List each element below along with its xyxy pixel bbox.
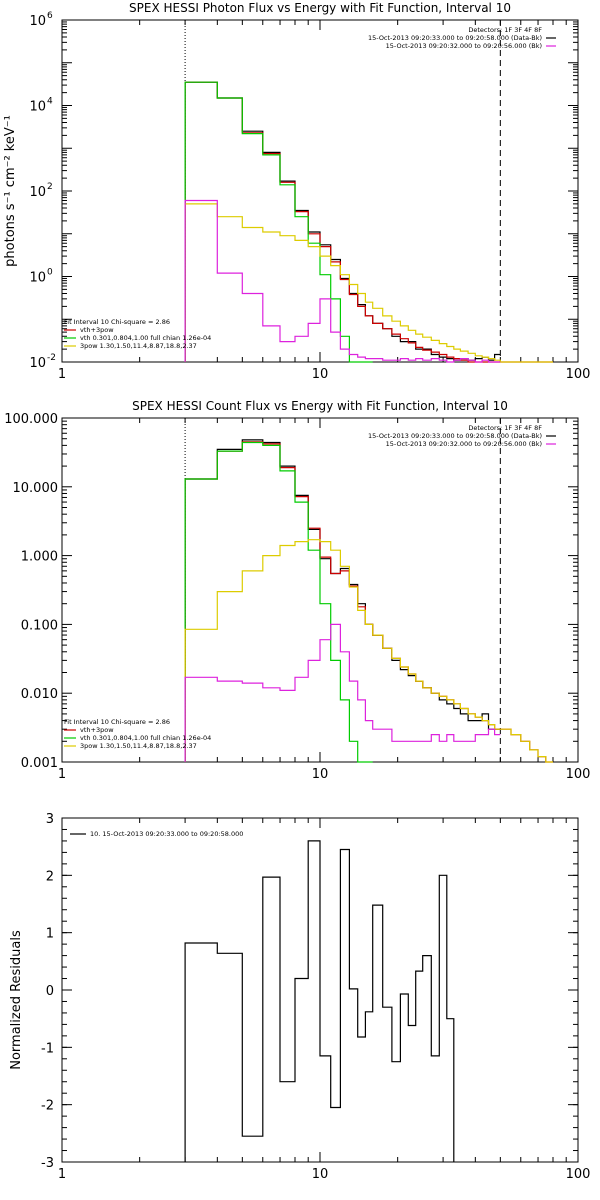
y-tick-label: 10 <box>29 271 46 286</box>
y-tick-label: 2 <box>46 869 54 884</box>
series-data-bk <box>184 439 501 762</box>
legend-entry: vth 0.301,0.804,1.00 full chian 1.26e-04 <box>80 734 211 742</box>
series-series <box>184 840 455 1162</box>
x-tick-label: 1 <box>58 767 66 782</box>
x-tick-label: 10 <box>312 1167 329 1182</box>
x-tick-label: 100 <box>566 1167 591 1182</box>
legend-entry: 15-Oct-2013 09:20:33.000 to 09:20:58.000… <box>368 432 542 440</box>
series-3pow <box>184 203 553 363</box>
y-tick-label: 10 <box>29 185 46 200</box>
y-tick-label: -1 <box>41 1041 54 1056</box>
panel-title: SPEX HESSI Photon Flux vs Energy with Fi… <box>129 1 511 15</box>
residuals-panel: Normalized Residuals 1 10 100 -3 -2 -1 0 1 2 3 10.… <box>9 812 590 1182</box>
legend-entry: 10. 15-Oct-2013 09:20:33.000 to 09:20:58… <box>90 830 243 838</box>
y-tick-label: 10 <box>29 356 46 371</box>
legend-entry: Fit Interval 10 Chi-square = 2.86 <box>64 718 170 726</box>
y-tick-label: -3 <box>41 1156 54 1171</box>
x-tick-label: 100 <box>566 367 591 382</box>
y-axis-label: Normalized Residuals <box>9 930 24 1070</box>
x-tick-label: 10 <box>312 767 329 782</box>
legend-entry: Detectors: 1F 3F 4F 8F <box>468 424 542 432</box>
y-tick-exponent: 4 <box>47 97 53 107</box>
legend-entry: 15-Oct-2013 09:20:32.000 to 09:20:56.000… <box>386 42 542 50</box>
y-tick-exponent: 6 <box>47 11 53 21</box>
legend-entry: 3pow 1.30,1.50,11.4,8.87,18.8,2.37 <box>80 342 197 350</box>
series-3pow <box>184 539 553 763</box>
x-tick-label: 1 <box>58 367 66 382</box>
series-vth-3pow <box>184 441 553 763</box>
y-tick-label: 10.000 <box>13 481 59 496</box>
y-tick-label: 10 <box>29 14 46 29</box>
y-tick-exponent: -2 <box>47 353 56 363</box>
y-tick-exponent: 2 <box>47 182 53 192</box>
y-tick-exponent: 0 <box>47 268 53 278</box>
legend-entry: 3pow 1.30,1.50,11.4,8.87,18.8,2.37 <box>80 742 197 750</box>
y-tick-label: 0 <box>46 984 54 999</box>
x-tick-label: 1 <box>58 1167 66 1182</box>
series-bk <box>184 199 501 363</box>
legend-entry: Detectors: 1F 3F 4F 8F <box>468 26 542 34</box>
y-tick-label: 100.000 <box>4 412 58 427</box>
y-axis-label: photons s⁻¹ cm⁻² keV⁻¹ <box>3 115 18 267</box>
series-bk <box>184 623 501 762</box>
count-flux-panel: SPEX HESSI Count Flux vs Energy with Fit… <box>4 399 590 782</box>
series-vth-3pow <box>184 81 553 363</box>
legend-entry: Fit Interval 10 Chi-square = 2.86 <box>64 318 170 326</box>
legend-entry: 15-Oct-2013 09:20:33.000 to 09:20:58.000… <box>368 34 542 42</box>
legend-entry: vth+3pow <box>80 726 114 734</box>
panel-title: SPEX HESSI Count Flux vs Energy with Fit… <box>132 399 508 413</box>
y-tick-label: -2 <box>41 1099 54 1114</box>
series-vth <box>184 441 373 763</box>
y-tick-label: 1 <box>46 927 54 942</box>
series-data-bk <box>184 81 501 362</box>
legend-entry: vth+3pow <box>80 326 114 334</box>
x-tick-label: 100 <box>566 767 591 782</box>
y-tick-label: 1.000 <box>21 550 58 565</box>
legend-entry: vth 0.301,0.804,1.00 full chian 1.26e-04 <box>80 334 211 342</box>
y-tick-label: 0.010 <box>21 687 58 702</box>
x-tick-label: 10 <box>312 367 329 382</box>
y-tick-label: 0.001 <box>21 756 58 771</box>
series-vth <box>184 81 373 363</box>
legend-entry: 15-Oct-2013 09:20:32.000 to 09:20:56.000… <box>386 440 542 448</box>
y-tick-label: 10 <box>29 100 46 115</box>
photon-flux-panel: SPEX HESSI Photon Flux vs Energy with Fi… <box>3 1 590 382</box>
y-tick-label: 0.100 <box>21 618 58 633</box>
y-tick-label: 3 <box>46 812 54 827</box>
